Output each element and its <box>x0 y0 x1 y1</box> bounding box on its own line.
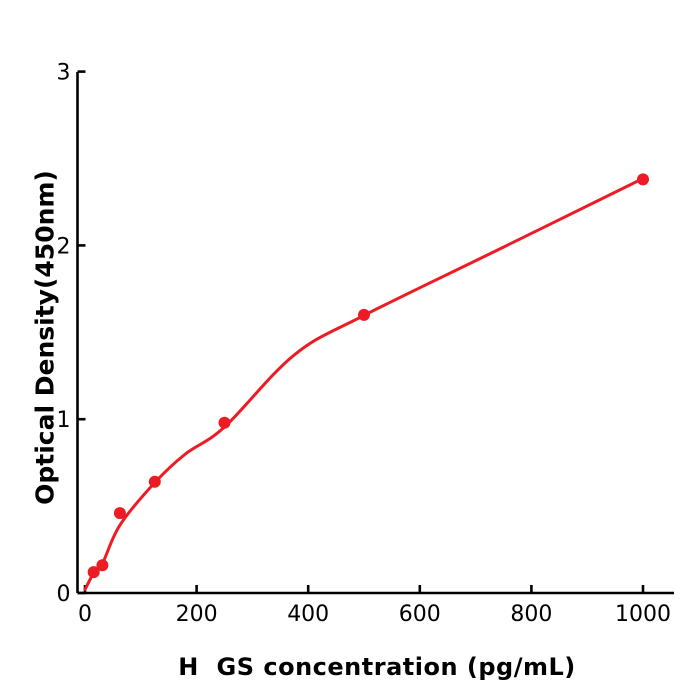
data-point <box>637 173 649 186</box>
x-tick-label: 0 <box>78 602 92 627</box>
y-tick-label: 1 <box>57 408 71 433</box>
y-tick-label: 0 <box>57 582 71 607</box>
x-axis-title: H GS concentration (pg/mL) <box>178 653 576 681</box>
y-axis-title: Optical Density(450nm) <box>30 170 60 505</box>
x-tick-label: 600 <box>399 602 441 627</box>
x-tick-label: 400 <box>287 602 329 627</box>
fit-curve <box>83 177 645 591</box>
data-point <box>96 559 109 572</box>
data-point <box>148 475 161 488</box>
data-point <box>113 507 126 520</box>
data-point <box>218 416 231 429</box>
x-tick-label: 200 <box>176 602 218 627</box>
data-point <box>358 308 370 321</box>
x-tick-label: 1000 <box>615 602 671 627</box>
y-tick-label: 2 <box>57 234 71 259</box>
data-point <box>87 566 100 579</box>
y-tick-label: 3 <box>57 61 71 86</box>
x-tick-label: 800 <box>510 602 552 627</box>
